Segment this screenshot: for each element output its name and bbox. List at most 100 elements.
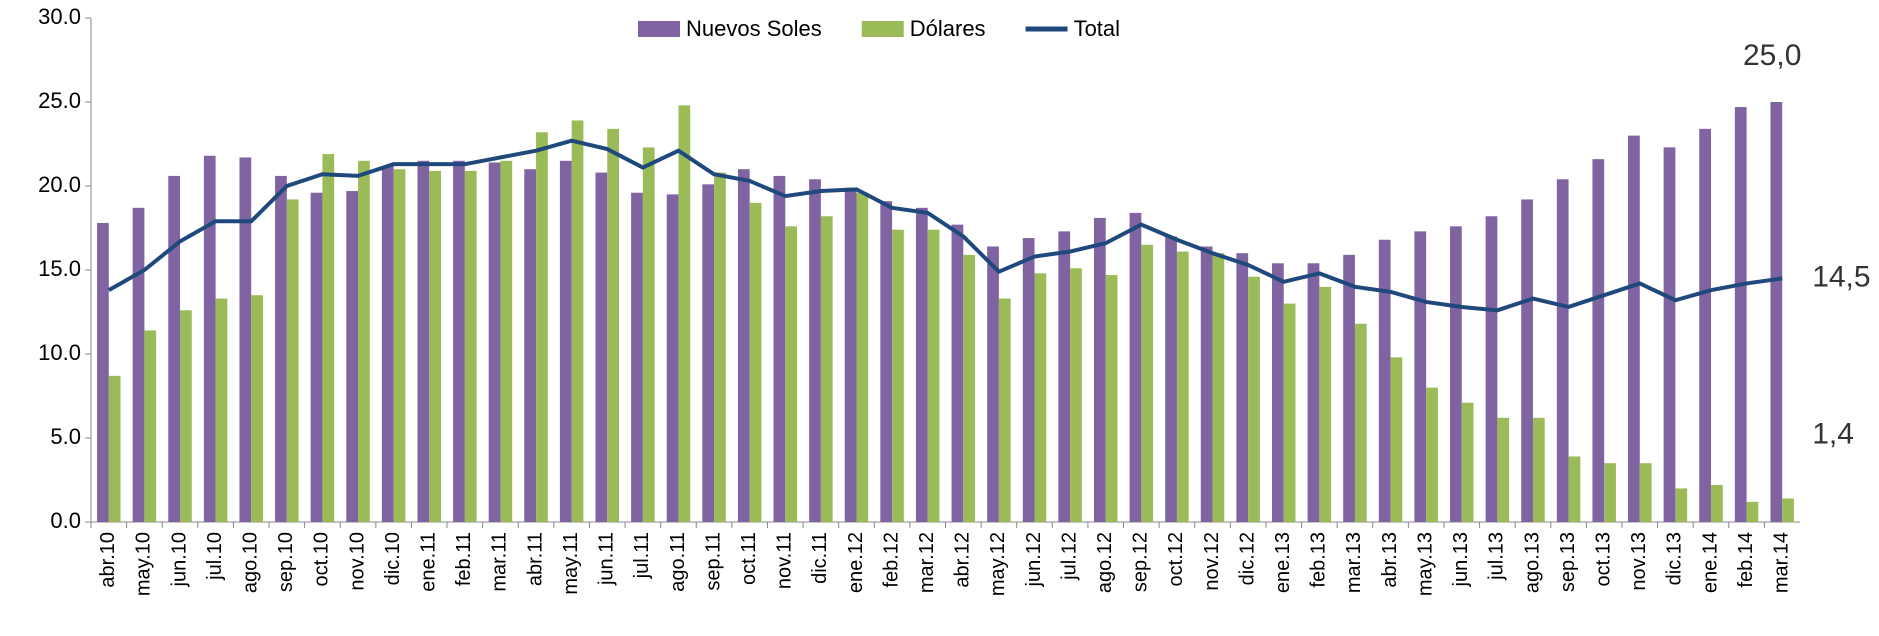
x-tick-label: jun.12 [1023, 532, 1045, 588]
data-label: 1,4 [1812, 417, 1854, 450]
bar [1485, 216, 1498, 523]
bar [393, 169, 406, 522]
bar [322, 154, 335, 522]
bar [1734, 107, 1747, 522]
x-tick-label: nov.11 [774, 532, 796, 589]
bar [785, 226, 798, 522]
bar [951, 224, 964, 522]
bar [1426, 387, 1438, 522]
x-tick-label: feb.12 [880, 532, 902, 588]
x-tick-label: jul.12 [1058, 532, 1080, 581]
bar [1129, 212, 1142, 522]
bar [963, 254, 976, 522]
x-tick-label: mar.12 [916, 532, 938, 593]
bar [1212, 253, 1225, 522]
y-tick-label: 30.0 [38, 4, 81, 29]
bar [1236, 253, 1249, 522]
bar [168, 175, 181, 523]
bar [631, 192, 643, 522]
bar [346, 191, 359, 523]
bar [1105, 275, 1118, 522]
x-tick-label: may.11 [560, 532, 582, 595]
bar [820, 216, 833, 523]
bar [1022, 238, 1035, 522]
x-tick-label: abr.12 [952, 532, 974, 588]
bar [927, 229, 940, 522]
bar [1343, 254, 1355, 522]
x-tick-label: dic.11 [809, 532, 831, 584]
x-tick-label: feb.14 [1735, 532, 1757, 588]
x-tick-label: may.12 [987, 532, 1009, 596]
bar [1782, 498, 1794, 522]
bar [1200, 246, 1213, 523]
bar [1034, 273, 1047, 522]
bar [1532, 417, 1545, 522]
bar [998, 298, 1011, 522]
x-tick-label: ago.11 [667, 532, 689, 592]
data-label: 25,0 [1743, 39, 1801, 72]
bar [108, 375, 121, 522]
x-tick-label: sep.12 [1130, 532, 1152, 592]
bar [381, 165, 394, 522]
bar [417, 160, 430, 523]
bar [1628, 135, 1640, 522]
x-tick-label: oct.12 [1165, 532, 1187, 586]
bar [1521, 199, 1533, 522]
bar [1746, 501, 1759, 522]
bar [239, 157, 252, 522]
x-tick-label: ene.14 [1699, 532, 1721, 593]
bar [215, 298, 228, 522]
x-tick-label: jul.11 [631, 532, 653, 579]
bar [275, 175, 287, 523]
x-tick-label: oct.13 [1592, 532, 1614, 586]
bar [1604, 463, 1616, 522]
bar [251, 295, 263, 522]
bar [1307, 263, 1320, 522]
x-tick-label: mar.14 [1770, 532, 1792, 593]
bar [1354, 323, 1367, 522]
bar [702, 184, 715, 522]
bar [809, 179, 821, 522]
y-tick-label: 15.0 [38, 256, 81, 281]
bar [1663, 147, 1676, 523]
bar [203, 155, 216, 522]
x-tick-label: dic.12 [1236, 532, 1258, 585]
x-tick-label: ago.12 [1094, 532, 1116, 593]
bar [536, 132, 548, 523]
x-tick-label: nov.13 [1628, 532, 1650, 591]
x-tick-label: abr.11 [524, 532, 546, 586]
x-tick-label: nov.10 [346, 532, 368, 591]
bar [453, 160, 465, 523]
bar [1283, 303, 1296, 522]
bar [1414, 231, 1427, 523]
line [107, 138, 1783, 313]
legend-label: Nuevos Soles [686, 16, 822, 41]
bar [737, 169, 750, 522]
x-tick-label: oct.10 [311, 532, 333, 586]
legend-swatch [861, 21, 904, 37]
bar [1165, 236, 1177, 522]
bar [714, 172, 726, 522]
bar [132, 207, 145, 522]
x-tick-label: jun.11 [596, 532, 618, 586]
bar [97, 222, 109, 522]
x-tick-label: oct.11 [738, 532, 760, 585]
bar [1141, 244, 1154, 523]
bar [1770, 102, 1783, 522]
y-tick-label: 20.0 [38, 172, 81, 197]
bar [1592, 159, 1605, 522]
bar [1675, 488, 1688, 522]
bar [1450, 226, 1462, 522]
x-tick-label: jul.10 [204, 532, 226, 581]
bar [1093, 217, 1106, 523]
bar [595, 172, 608, 522]
bar [310, 192, 323, 522]
y-tick-label: 0.0 [50, 508, 81, 533]
x-tick-label: jun.13 [1450, 532, 1472, 588]
bar [666, 194, 679, 522]
bar [429, 170, 441, 522]
x-tick-label: mar.13 [1343, 532, 1365, 593]
y-tick-label: 10.0 [38, 340, 81, 365]
bar [856, 192, 869, 522]
x-tick-label: mar.11 [489, 532, 511, 592]
